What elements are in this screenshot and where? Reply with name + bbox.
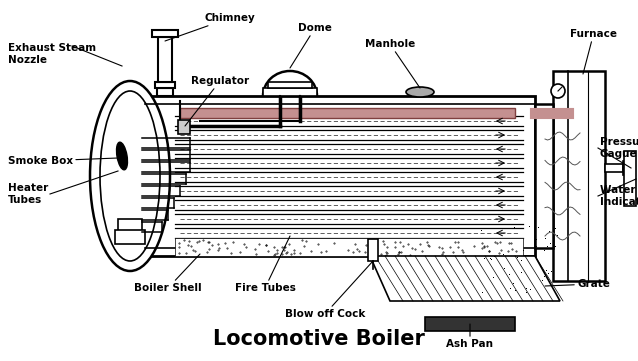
Text: Grate: Grate	[545, 279, 610, 289]
Text: Chimney: Chimney	[165, 13, 255, 41]
Text: Ash Pan: Ash Pan	[447, 324, 494, 349]
Bar	[553, 71, 605, 281]
Text: Heater
Tubes: Heater Tubes	[8, 183, 48, 205]
Text: Blow off Cock: Blow off Cock	[285, 261, 373, 319]
Bar	[624, 151, 636, 206]
Text: Regulator: Regulator	[185, 76, 249, 126]
Text: Fire Tubes: Fire Tubes	[235, 236, 295, 293]
Ellipse shape	[406, 87, 434, 97]
Ellipse shape	[100, 91, 160, 261]
Text: Locomotive Boiler: Locomotive Boiler	[213, 329, 425, 349]
Bar	[263, 88, 317, 96]
Bar	[155, 82, 175, 88]
Polygon shape	[370, 256, 560, 301]
Bar	[152, 30, 178, 37]
Bar	[175, 238, 523, 256]
Text: Exhaust Steam
Nozzle: Exhaust Steam Nozzle	[8, 43, 96, 65]
Bar	[623, 161, 631, 175]
Circle shape	[551, 84, 565, 98]
Bar	[605, 164, 623, 172]
Ellipse shape	[90, 81, 170, 271]
Bar	[158, 37, 172, 82]
Text: Boiler Shell: Boiler Shell	[134, 254, 202, 293]
Text: Furnace: Furnace	[570, 29, 617, 74]
Text: Dome: Dome	[290, 23, 332, 68]
Bar	[115, 230, 145, 244]
Bar	[180, 108, 515, 118]
Bar	[157, 88, 173, 96]
Text: Manhole: Manhole	[365, 39, 420, 88]
Bar	[145, 96, 535, 256]
Text: Smoke Box: Smoke Box	[8, 156, 118, 166]
Ellipse shape	[117, 142, 128, 170]
Bar	[368, 239, 378, 261]
Bar	[535, 104, 553, 248]
Text: Water Tube
Indicator: Water Tube Indicator	[600, 185, 638, 207]
Text: Pressure
Gague: Pressure Gague	[600, 137, 638, 159]
Bar	[118, 219, 142, 231]
Bar	[178, 120, 190, 134]
Bar	[425, 317, 515, 331]
Bar	[268, 82, 312, 88]
